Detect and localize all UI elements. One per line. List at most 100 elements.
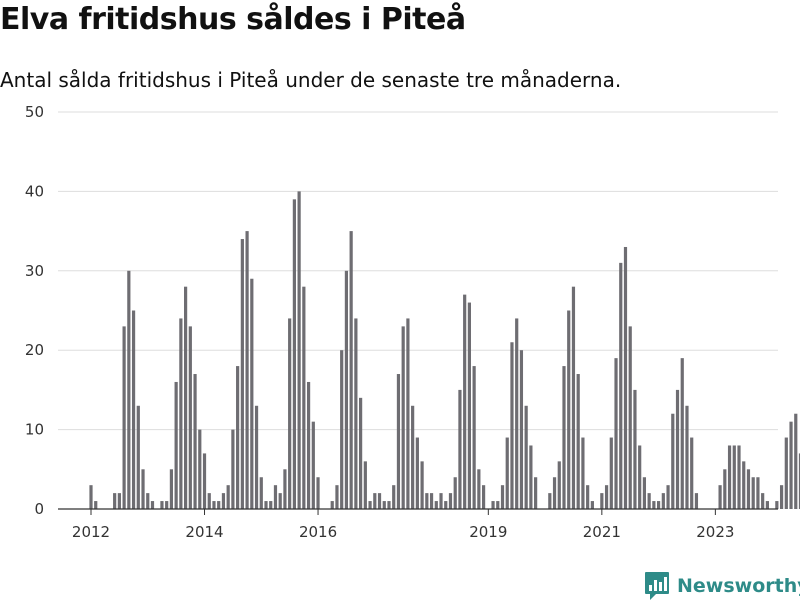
bar xyxy=(765,501,769,509)
bar xyxy=(439,493,443,509)
bar xyxy=(609,437,613,509)
bar xyxy=(784,437,788,509)
bar xyxy=(174,381,178,509)
bar xyxy=(188,326,192,509)
gridlines xyxy=(58,111,778,431)
bar xyxy=(392,485,396,509)
bar xyxy=(330,501,334,509)
bar xyxy=(529,445,533,509)
x-tick-label: 2016 xyxy=(299,523,337,541)
bar xyxy=(184,286,188,509)
y-tick-label: 20 xyxy=(25,341,44,359)
bar xyxy=(193,374,197,509)
bar xyxy=(89,485,93,509)
bar xyxy=(160,501,164,509)
bar xyxy=(165,501,169,509)
bar xyxy=(354,318,358,509)
bar xyxy=(477,469,481,509)
bar xyxy=(505,437,509,509)
bar xyxy=(614,358,618,509)
bar xyxy=(283,469,287,509)
bar xyxy=(316,477,320,509)
bar xyxy=(571,286,576,509)
bar xyxy=(666,485,670,509)
bar xyxy=(779,485,784,509)
bar xyxy=(552,477,557,509)
bar xyxy=(548,493,552,509)
bar xyxy=(600,493,604,509)
bar xyxy=(273,485,278,509)
bar xyxy=(628,326,632,509)
bar xyxy=(288,318,292,509)
bar xyxy=(604,485,609,509)
bar xyxy=(642,477,647,509)
brand-footer: Newsworthy xyxy=(644,571,800,601)
chart-title: Elva fritidshus såldes i Piteå xyxy=(0,2,466,37)
bar xyxy=(231,429,235,509)
bar xyxy=(789,421,793,509)
bar xyxy=(586,485,590,509)
bar xyxy=(491,501,495,509)
bar xyxy=(131,310,136,509)
bar xyxy=(453,477,457,509)
bar xyxy=(534,477,538,509)
bar xyxy=(481,485,486,509)
bar xyxy=(113,493,117,509)
chart-subtitle: Antal sålda fritidshus i Piteå under de … xyxy=(0,68,622,92)
bar xyxy=(590,501,594,509)
bar xyxy=(524,405,528,509)
bar xyxy=(415,437,419,509)
bar xyxy=(269,501,273,509)
bar xyxy=(761,493,765,509)
bar xyxy=(146,493,150,509)
y-tick-label: 10 xyxy=(25,421,44,439)
bar xyxy=(264,501,268,509)
bar xyxy=(335,485,339,509)
bar xyxy=(254,405,259,509)
bar xyxy=(557,461,561,509)
bar xyxy=(236,366,240,509)
bar xyxy=(657,501,661,509)
bar xyxy=(496,501,500,509)
bar xyxy=(207,493,211,509)
y-tick-label: 30 xyxy=(25,262,44,280)
bar xyxy=(94,501,98,509)
bar xyxy=(344,270,349,509)
bar-chart: 010203040502012201420162019202120232025 … xyxy=(25,103,800,541)
bar xyxy=(775,501,779,509)
bar xyxy=(510,342,514,509)
bar xyxy=(141,469,145,509)
bar xyxy=(150,501,155,509)
bar xyxy=(638,445,642,509)
bar xyxy=(363,461,367,509)
bar xyxy=(794,413,798,509)
bar xyxy=(221,493,226,509)
bar xyxy=(623,246,628,510)
bar xyxy=(136,405,140,509)
bar xyxy=(690,437,694,509)
bar xyxy=(179,318,183,509)
bar xyxy=(694,493,699,509)
axes: 010203040502012201420162019202120232025 xyxy=(25,103,778,541)
bar xyxy=(122,326,126,509)
bar xyxy=(458,389,462,509)
bars xyxy=(89,191,800,510)
bar xyxy=(401,326,405,509)
x-tick-label: 2014 xyxy=(185,523,223,541)
bar xyxy=(718,485,722,509)
bar xyxy=(117,493,121,509)
bar xyxy=(292,199,296,509)
bar xyxy=(425,493,429,509)
bar xyxy=(306,381,311,509)
bar xyxy=(198,429,202,509)
bar xyxy=(519,350,524,509)
bar xyxy=(368,501,372,509)
bar xyxy=(751,477,755,509)
bar xyxy=(742,461,746,509)
bar xyxy=(661,493,665,509)
bar xyxy=(278,493,282,509)
bar xyxy=(259,477,263,509)
bar xyxy=(581,437,585,509)
bar xyxy=(377,493,382,509)
bar xyxy=(727,445,732,509)
